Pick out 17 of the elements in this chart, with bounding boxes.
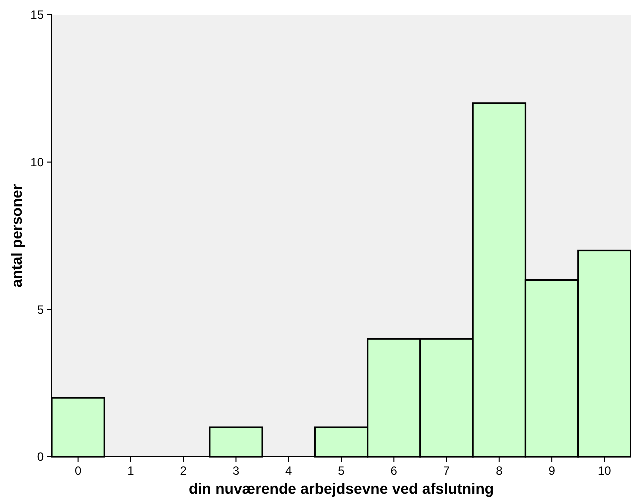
x-tick-label: 10 — [598, 464, 612, 478]
x-tick-label: 3 — [232, 464, 240, 478]
x-tick-label: 0 — [74, 464, 82, 478]
y-tick-label: 10 — [30, 156, 44, 170]
x-tick-label: 1 — [128, 464, 135, 478]
x-tick-label: 6 — [390, 464, 398, 478]
x-axis-title: din nuværende arbejdsevne ved afslutning — [188, 481, 494, 498]
x-tick-label: 8 — [496, 464, 504, 478]
x-tick-label: 2 — [180, 464, 188, 478]
y-tick-label: 5 — [37, 302, 44, 317]
x-tick-label: 5 — [338, 464, 346, 478]
y-tick-label: 15 — [30, 8, 44, 22]
x-tick-label: 7 — [443, 464, 450, 478]
y-axis-title: antal personer — [9, 184, 26, 288]
y-tick-label: 0 — [37, 450, 44, 464]
x-tick-label: 4 — [286, 464, 293, 478]
x-tick-label: 9 — [548, 464, 556, 478]
